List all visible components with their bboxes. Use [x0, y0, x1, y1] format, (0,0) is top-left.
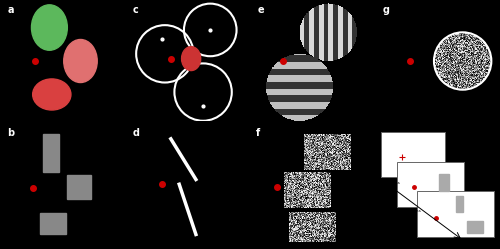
Text: d: d	[132, 128, 140, 138]
Bar	[416, 191, 494, 237]
Ellipse shape	[32, 79, 71, 110]
Text: b: b	[8, 128, 14, 138]
Text: 1000 ms: 1000 ms	[402, 209, 421, 213]
Ellipse shape	[64, 40, 97, 82]
Bar	[381, 132, 445, 177]
Text: a: a	[8, 5, 14, 15]
Text: f: f	[256, 128, 260, 138]
Text: e: e	[258, 5, 264, 15]
Text: Time: Time	[380, 227, 392, 232]
Bar	[467, 221, 483, 233]
Bar	[397, 162, 464, 207]
Bar	[44, 134, 59, 172]
Bar	[456, 196, 463, 212]
Ellipse shape	[32, 5, 68, 50]
Ellipse shape	[182, 47, 201, 70]
Bar	[40, 213, 66, 235]
Bar	[68, 175, 91, 199]
Text: g: g	[382, 5, 390, 15]
Bar	[439, 174, 448, 191]
Text: 1000 ms: 1000 ms	[381, 181, 400, 185]
Text: 3000 ms: 3000 ms	[424, 238, 443, 242]
Text: c: c	[132, 5, 138, 15]
